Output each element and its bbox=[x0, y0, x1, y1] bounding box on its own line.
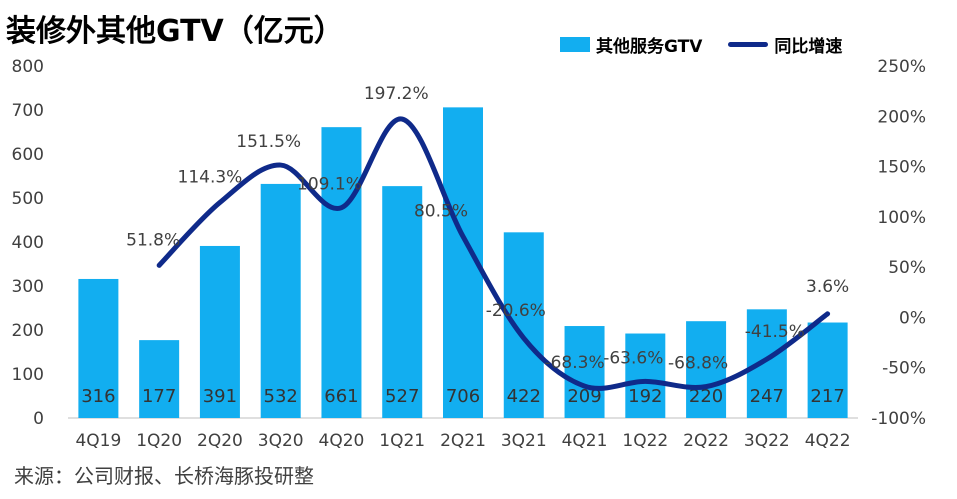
bar-value-labels: 316 177 391 532 661 527 706 422 209 192 220 247 217 bbox=[81, 386, 845, 407]
bar bbox=[139, 340, 180, 418]
y-right-tick-label: -100% bbox=[871, 409, 926, 429]
y-right-tick-label: 50% bbox=[888, 258, 926, 278]
bar bbox=[564, 326, 605, 418]
x-tick-label: 2Q21 bbox=[440, 431, 486, 451]
x-tick-label: 1Q20 bbox=[136, 431, 182, 451]
line-value-label: 197.2% bbox=[364, 84, 429, 104]
line-value-labels: 51.8% 114.3% 151.5% 109.1% 197.2% 80.5% -20.6%… bbox=[126, 84, 849, 374]
x-tick-label: 2Q20 bbox=[197, 431, 243, 451]
bar bbox=[625, 333, 666, 418]
bar bbox=[321, 127, 362, 418]
x-tick-label: 1Q21 bbox=[379, 431, 425, 451]
bar-value-label: 247 bbox=[750, 386, 784, 407]
bar bbox=[746, 309, 787, 418]
line-value-label: 3.6% bbox=[806, 277, 849, 297]
bar bbox=[199, 245, 240, 418]
x-tick-label: 4Q20 bbox=[319, 431, 365, 451]
x-tick-label: 3Q20 bbox=[258, 431, 304, 451]
bar-value-label: 217 bbox=[810, 386, 844, 407]
y-axis-left: 0 100 200 300 400 500 600 700 800 bbox=[12, 57, 44, 429]
y-left-tick-label: 600 bbox=[12, 145, 44, 165]
legend-swatch-line bbox=[728, 42, 769, 47]
line-value-label: -63.6% bbox=[603, 348, 663, 368]
x-tick-label: 3Q21 bbox=[501, 431, 547, 451]
line-value-label: 114.3% bbox=[178, 167, 243, 187]
line-value-label: -68.8% bbox=[668, 354, 728, 374]
bar-series bbox=[78, 107, 848, 419]
y-right-tick-label: 250% bbox=[877, 57, 926, 77]
bar-value-label: 177 bbox=[142, 386, 176, 407]
y-right-tick-label: 0% bbox=[899, 308, 926, 328]
bar-value-label: 220 bbox=[689, 386, 723, 407]
line-series bbox=[156, 116, 831, 391]
y-right-tick-label: -50% bbox=[882, 359, 926, 379]
bar bbox=[503, 232, 544, 418]
bar bbox=[260, 183, 301, 418]
legend: 其他服务GTV 同比增速 bbox=[560, 32, 842, 57]
bar bbox=[686, 321, 727, 418]
source-note: 来源：公司财报、长桥海豚投研整 bbox=[14, 464, 314, 488]
y-axis-right: -100% -50% 0% 50% 100% 150% 200% 250% bbox=[871, 57, 926, 429]
bar-value-label: 391 bbox=[203, 386, 237, 407]
bar-value-label: 422 bbox=[507, 386, 541, 407]
line-value-label: -68.3% bbox=[544, 353, 604, 373]
y-right-tick-label: 200% bbox=[877, 107, 926, 127]
x-tick-label: 1Q22 bbox=[622, 431, 668, 451]
x-tick-label: 4Q22 bbox=[805, 431, 851, 451]
x-tick-label: 3Q22 bbox=[744, 431, 790, 451]
bar bbox=[78, 278, 119, 418]
chart-title: 装修外其他GTV（亿元） bbox=[6, 14, 344, 49]
x-tick-label: 2Q22 bbox=[683, 431, 729, 451]
x-tick-label: 4Q21 bbox=[562, 431, 608, 451]
y-left-tick-label: 500 bbox=[12, 189, 44, 209]
y-right-tick-label: 100% bbox=[877, 208, 926, 228]
bar-value-label: 527 bbox=[385, 386, 419, 407]
bar-value-label: 532 bbox=[264, 386, 298, 407]
bar bbox=[382, 186, 423, 418]
legend-swatch-bar bbox=[560, 37, 590, 52]
line-value-label: 151.5% bbox=[236, 132, 301, 152]
x-axis: 4Q19 1Q20 2Q20 3Q20 4Q20 1Q21 2Q21 3Q21 4Q21 1Q22… bbox=[68, 417, 858, 451]
y-left-tick-label: 0 bbox=[33, 409, 44, 429]
line-value-label: -41.5% bbox=[745, 322, 805, 342]
line-value-label: 80.5% bbox=[414, 201, 468, 221]
line-value-label: 51.8% bbox=[126, 230, 180, 250]
bar-value-label: 706 bbox=[446, 386, 480, 407]
line-value-label: 109.1% bbox=[297, 175, 362, 195]
bar-value-label: 209 bbox=[567, 386, 601, 407]
legend-label-bar: 其他服务GTV bbox=[596, 37, 703, 57]
line-value-label: -20.6% bbox=[486, 301, 546, 321]
y-left-tick-label: 800 bbox=[12, 57, 44, 77]
legend-label-line: 同比增速 bbox=[774, 37, 843, 57]
x-tick-label: 4Q19 bbox=[75, 431, 121, 451]
bar bbox=[807, 322, 848, 418]
line-path bbox=[156, 116, 831, 391]
bar-value-label: 661 bbox=[324, 386, 358, 407]
y-left-tick-label: 700 bbox=[12, 101, 44, 121]
y-left-tick-label: 300 bbox=[12, 277, 44, 297]
bar-value-label: 192 bbox=[628, 386, 662, 407]
bar-value-label: 316 bbox=[81, 386, 115, 407]
y-left-tick-label: 400 bbox=[12, 233, 44, 253]
y-right-tick-label: 150% bbox=[877, 158, 926, 178]
y-left-tick-label: 100 bbox=[12, 365, 44, 385]
y-left-tick-label: 200 bbox=[12, 321, 44, 341]
